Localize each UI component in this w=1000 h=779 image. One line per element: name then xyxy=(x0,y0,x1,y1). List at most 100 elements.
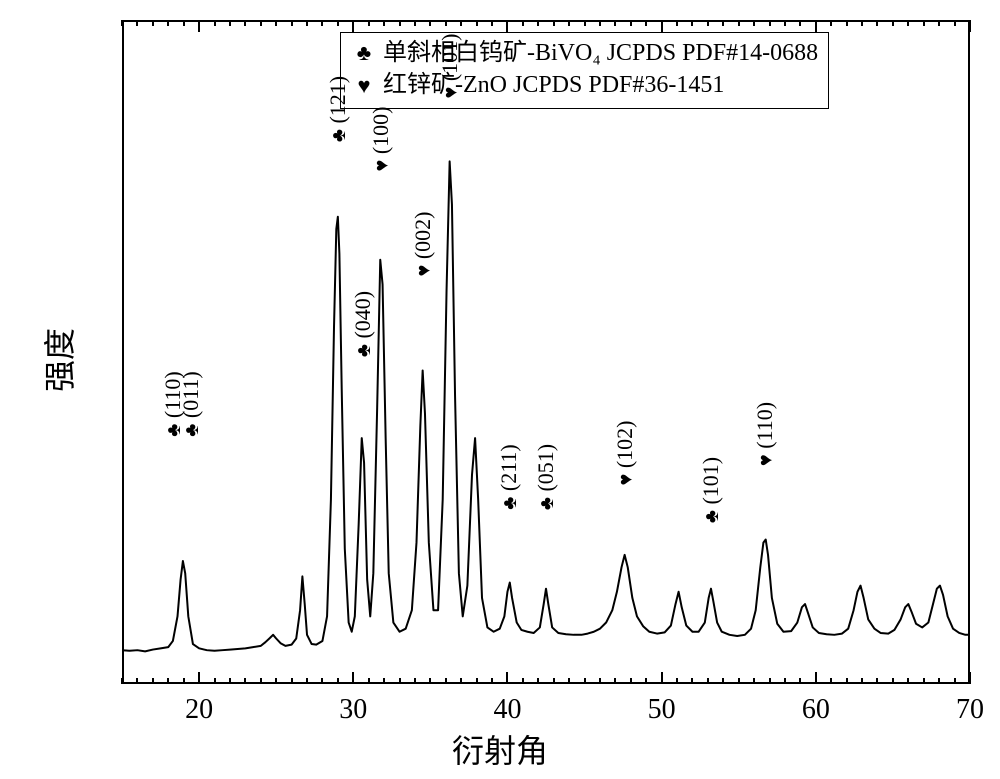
axis-tick xyxy=(553,678,555,684)
peak-label: ♣ (051) xyxy=(535,444,557,510)
axis-tick xyxy=(291,678,293,684)
axis-tick xyxy=(476,678,478,684)
axis-tick xyxy=(183,20,185,26)
axis-tick xyxy=(383,678,385,684)
axis-tick xyxy=(337,678,339,684)
axis-tick xyxy=(506,20,508,32)
axis-tick xyxy=(460,20,462,26)
axis-tick xyxy=(584,678,586,684)
axis-tick xyxy=(892,678,894,684)
axis-tick xyxy=(630,678,632,684)
axis-tick xyxy=(136,20,138,26)
axis-tick xyxy=(722,20,724,26)
axis-tick xyxy=(784,678,786,684)
axis-tick xyxy=(784,20,786,26)
legend-row: ♣单斜相白钨矿-BiVO₄ JCPDS PDF#14-0688 xyxy=(353,37,818,69)
axis-tick xyxy=(846,20,848,26)
legend-symbol: ♥ xyxy=(353,71,375,101)
axis-tick xyxy=(691,20,693,26)
axis-tick xyxy=(337,20,339,26)
axis-tick xyxy=(383,20,385,26)
axis-tick xyxy=(938,678,940,684)
axis-tick xyxy=(969,672,971,684)
axis-tick xyxy=(506,672,508,684)
axis-tick xyxy=(244,678,246,684)
axis-tick xyxy=(907,678,909,684)
axis-tick xyxy=(167,678,169,684)
axis-tick xyxy=(815,672,817,684)
axis-tick xyxy=(183,678,185,684)
axis-tick xyxy=(876,20,878,26)
axis-tick xyxy=(614,20,616,26)
axis-tick xyxy=(244,20,246,26)
axis-tick xyxy=(954,678,956,684)
axis-tick xyxy=(923,678,925,684)
axis-tick xyxy=(522,678,524,684)
axis-tick xyxy=(537,678,539,684)
axis-tick xyxy=(599,678,601,684)
plot-area xyxy=(122,20,970,684)
axis-tick xyxy=(352,20,354,32)
axis-tick xyxy=(306,20,308,26)
legend-text: 红锌矿-ZnO JCPDS PDF#36-1451 xyxy=(383,69,724,101)
axis-tick xyxy=(522,20,524,26)
axis-tick xyxy=(275,678,277,684)
axis-tick xyxy=(152,20,154,26)
axis-tick xyxy=(614,678,616,684)
axis-tick xyxy=(830,20,832,26)
axis-tick xyxy=(861,678,863,684)
axis-tick xyxy=(553,20,555,26)
axis-tick xyxy=(491,678,493,684)
x-tick-label: 40 xyxy=(493,694,521,726)
peak-label: ♣ (011) xyxy=(180,371,202,436)
axis-tick xyxy=(414,20,416,26)
axis-tick xyxy=(537,20,539,26)
x-tick-label: 20 xyxy=(185,694,213,726)
legend-row: ♥ 红锌矿-ZnO JCPDS PDF#36-1451 xyxy=(353,69,818,101)
axis-tick xyxy=(136,678,138,684)
axis-tick xyxy=(198,20,200,32)
axis-tick xyxy=(306,678,308,684)
axis-tick xyxy=(584,20,586,26)
axis-tick xyxy=(229,678,231,684)
axis-tick xyxy=(707,678,709,684)
axis-tick xyxy=(429,20,431,26)
axis-tick xyxy=(152,678,154,684)
axis-tick xyxy=(799,20,801,26)
axis-tick xyxy=(491,20,493,26)
axis-tick xyxy=(321,20,323,26)
x-tick-label: 60 xyxy=(802,694,830,726)
axis-tick xyxy=(753,678,755,684)
axis-tick xyxy=(954,20,956,26)
peak-label: ♥ (002) xyxy=(412,211,434,276)
axis-tick xyxy=(229,20,231,26)
axis-tick xyxy=(907,20,909,26)
axis-tick xyxy=(214,20,216,26)
axis-tick xyxy=(568,678,570,684)
axis-tick xyxy=(214,678,216,684)
peak-label: ♣ (040) xyxy=(352,291,374,357)
axis-tick xyxy=(676,20,678,26)
axis-tick xyxy=(799,678,801,684)
axis-tick xyxy=(167,20,169,26)
x-tick-label: 70 xyxy=(956,694,984,726)
axis-tick xyxy=(460,678,462,684)
axis-tick xyxy=(769,678,771,684)
axis-tick xyxy=(291,20,293,26)
axis-tick xyxy=(846,678,848,684)
axis-tick xyxy=(445,20,447,26)
peak-label: ♥ (110) xyxy=(754,402,776,466)
axis-tick xyxy=(368,678,370,684)
axis-tick xyxy=(352,672,354,684)
axis-tick xyxy=(399,20,401,26)
axis-tick xyxy=(645,20,647,26)
x-tick-label: 50 xyxy=(648,694,676,726)
axis-tick xyxy=(599,20,601,26)
axis-tick xyxy=(121,20,123,26)
axis-tick xyxy=(738,20,740,26)
axis-tick xyxy=(969,20,971,32)
legend-symbol: ♣ xyxy=(353,38,375,68)
axis-tick xyxy=(260,20,262,26)
axis-tick xyxy=(876,678,878,684)
y-axis-label: 强度 xyxy=(35,328,81,392)
